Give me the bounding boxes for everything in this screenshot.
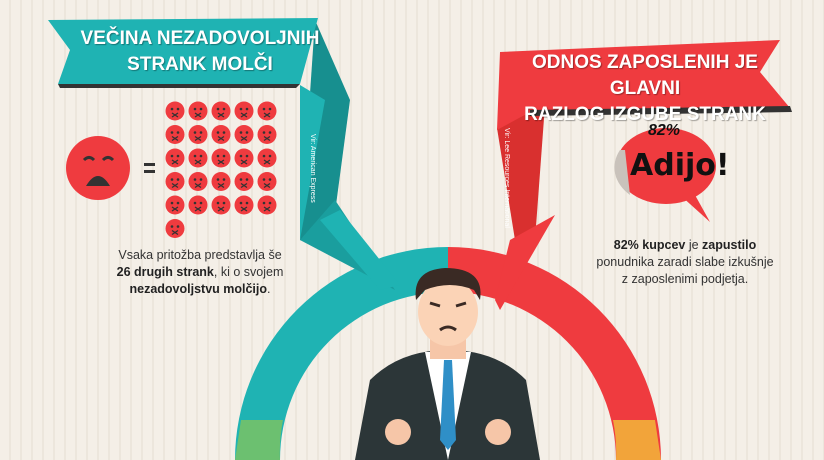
silent-face-icon [188,125,208,144]
speech-bubble [614,128,716,222]
left-caption-rest1: , ki o svojem [213,265,284,279]
silent-face-icon [165,101,185,121]
silent-face-icon [234,148,254,168]
silent-face-icon [188,195,208,215]
right-title-line2: RAZLOG IZGUBE STRANK [524,104,766,125]
right-caption-bold2: zapustilo [702,238,757,252]
silent-face-icon [234,195,254,215]
right-caption-mid1: je [685,238,703,252]
left-caption-bold2: nezadovoljstvu molčijo [129,282,268,296]
left-source: Vir: American Express [309,134,316,203]
silent-face-icon [165,172,185,191]
silent-face-icon [188,172,208,191]
silent-face-icon [234,172,254,191]
right-caption-line3: z zaposlenimi podjetja. [621,272,749,286]
bubble-percent: 82% [648,122,681,139]
silent-face-icon [165,219,185,238]
equals-icon [144,163,155,173]
silent-face-icon [188,101,208,121]
silent-face-icon [257,101,277,121]
teal-ribbon [48,18,400,290]
right-title: ODNOS ZAPOSLENIH JE GLAVNI RAZLOG IZGUBE… [510,50,780,128]
right-title-line1: ODNOS ZAPOSLENIH JE GLAVNI [532,52,758,99]
silent-face-icon [211,101,231,121]
left-title-line2: STRANK MOLČI [127,54,273,75]
silent-face-icon [188,148,208,168]
silent-face-icon [211,148,231,168]
silent-face-icon [165,125,185,144]
silent-face-icon [257,172,277,191]
silent-face-icon [257,148,277,168]
silent-face-icon [211,125,231,144]
silent-face-icon [257,195,277,215]
silent-face-icon [165,195,185,215]
left-title: VEČINA NEZADOVOLJNIH STRANK MOLČI [70,26,330,78]
silent-face-icon [257,125,277,144]
right-caption: 82% kupcev je zapustilo ponudnika zaradi… [580,237,790,288]
right-caption-line2: ponudnika zaradi slabe izkušnje [596,255,774,269]
left-caption-bold1: 26 drugih strank [116,265,214,279]
left-title-line1: VEČINA NEZADOVOLJNIH [80,28,320,49]
silent-face-icon [234,101,254,121]
right-caption-bold1: 82% kupcev [613,238,686,252]
left-caption-end: . [267,282,271,296]
silent-face-icon [211,195,231,215]
bubble-text: Adijo! [630,148,730,183]
red-ribbon [495,40,792,310]
silent-face-icon [165,148,185,168]
silent-face-icon [211,172,231,191]
silent-face-icon [234,125,254,144]
left-caption-line1: Vsaka pritožba predstavlja še [118,248,282,262]
angry-man-illustration [355,268,540,460]
angry-face-icon [66,136,130,200]
silent-faces-grid [165,101,277,238]
right-source: Vir: Lee Resources International [503,128,510,228]
left-caption: Vsaka pritožba predstavlja še 26 drugih … [90,247,310,298]
